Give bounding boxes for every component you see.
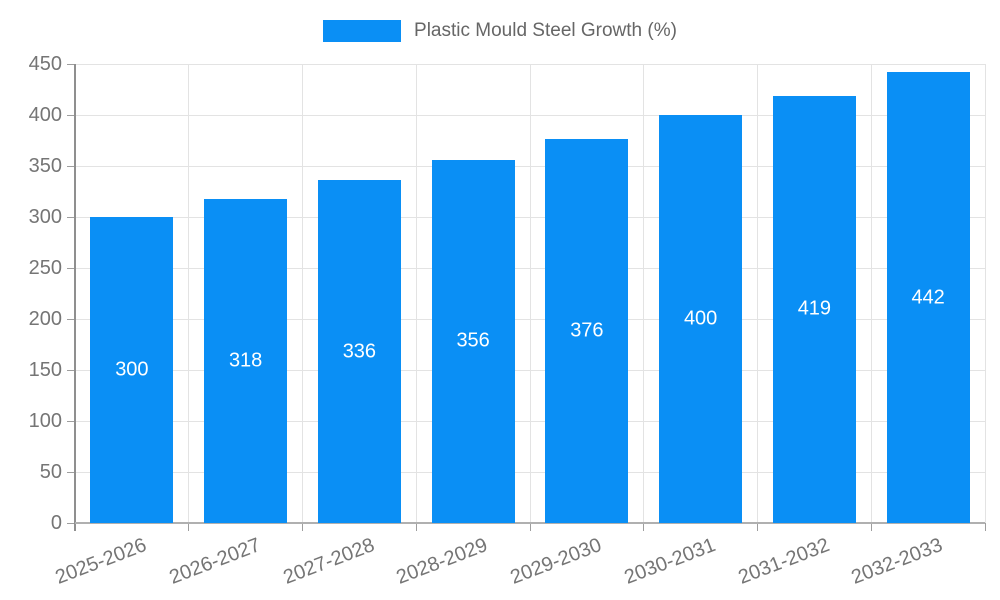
legend-swatch-icon [323, 20, 402, 42]
y-tick [67, 471, 75, 473]
bar-2030-2031[interactable]: 400 [659, 115, 743, 523]
legend-label: Plastic Mould Steel Growth (%) [414, 20, 677, 41]
y-tick [67, 420, 75, 422]
y-axis-label: 100 [28, 410, 62, 432]
v-gridline [757, 64, 758, 523]
y-axis-label: 200 [28, 308, 62, 330]
y-tick [67, 369, 75, 371]
y-tick [67, 63, 75, 65]
y-axis-line [74, 64, 76, 531]
x-tick [643, 523, 645, 531]
v-gridline [302, 64, 303, 523]
legend[interactable]: Plastic Mould Steel Growth (%) [0, 18, 1000, 44]
bar-2025-2026[interactable]: 300 [90, 217, 174, 523]
x-axis-label: 2026-2027 [166, 534, 264, 589]
v-gridline [870, 64, 872, 523]
bar-2031-2032[interactable]: 419 [772, 95, 856, 523]
x-tick [302, 523, 303, 531]
y-tick [67, 318, 75, 320]
bar-value-label: 356 [456, 329, 490, 352]
v-gridline [643, 64, 645, 523]
bar-value-label: 318 [228, 349, 263, 372]
bar-2032-2033[interactable]: 442 [886, 72, 970, 523]
bar-value-label: 376 [570, 319, 604, 342]
y-axis-label: 450 [28, 53, 62, 75]
x-tick [984, 523, 986, 531]
x-tick [529, 523, 531, 531]
y-tick [67, 267, 75, 269]
y-axis-label: 400 [28, 104, 62, 126]
bar-2028-2029[interactable]: 356 [431, 159, 515, 523]
y-axis-label: 0 [50, 512, 62, 534]
y-tick [67, 216, 75, 218]
y-tick [67, 165, 75, 167]
y-axis-label: 50 [39, 461, 62, 483]
y-axis-label: 350 [28, 155, 62, 177]
x-tick [415, 523, 417, 531]
x-axis-label: 2025-2026 [52, 534, 150, 589]
bar-value-label: 300 [115, 358, 149, 381]
y-axis-label: 150 [28, 359, 62, 381]
x-tick [870, 523, 872, 531]
x-axis-label: 2027-2028 [280, 534, 378, 589]
v-gridline [188, 64, 190, 523]
bar-2027-2028[interactable]: 336 [317, 180, 401, 523]
x-axis-label: 2028-2029 [393, 534, 492, 589]
y-axis-label: 300 [28, 206, 62, 228]
y-axis-label: 250 [28, 257, 62, 279]
x-tick [757, 523, 758, 531]
bar-2029-2030[interactable]: 376 [545, 139, 629, 523]
v-gridline [984, 64, 986, 523]
x-axis-label: 2032-2033 [848, 534, 947, 589]
y-tick [67, 522, 75, 524]
v-gridline [415, 64, 417, 523]
y-tick [67, 114, 75, 116]
x-tick [188, 523, 190, 531]
bar-value-label: 419 [797, 297, 832, 320]
v-gridline [529, 64, 531, 523]
bar-2026-2027[interactable]: 318 [204, 198, 288, 523]
x-axis-label: 2030-2031 [621, 534, 719, 589]
x-axis-label: 2029-2030 [507, 534, 605, 589]
x-axis-label: 2031-2032 [735, 534, 833, 589]
bar-value-label: 336 [342, 340, 377, 363]
x-axis-line [75, 522, 985, 524]
bar-value-label: 400 [683, 307, 718, 330]
bar-value-label: 442 [911, 286, 945, 309]
